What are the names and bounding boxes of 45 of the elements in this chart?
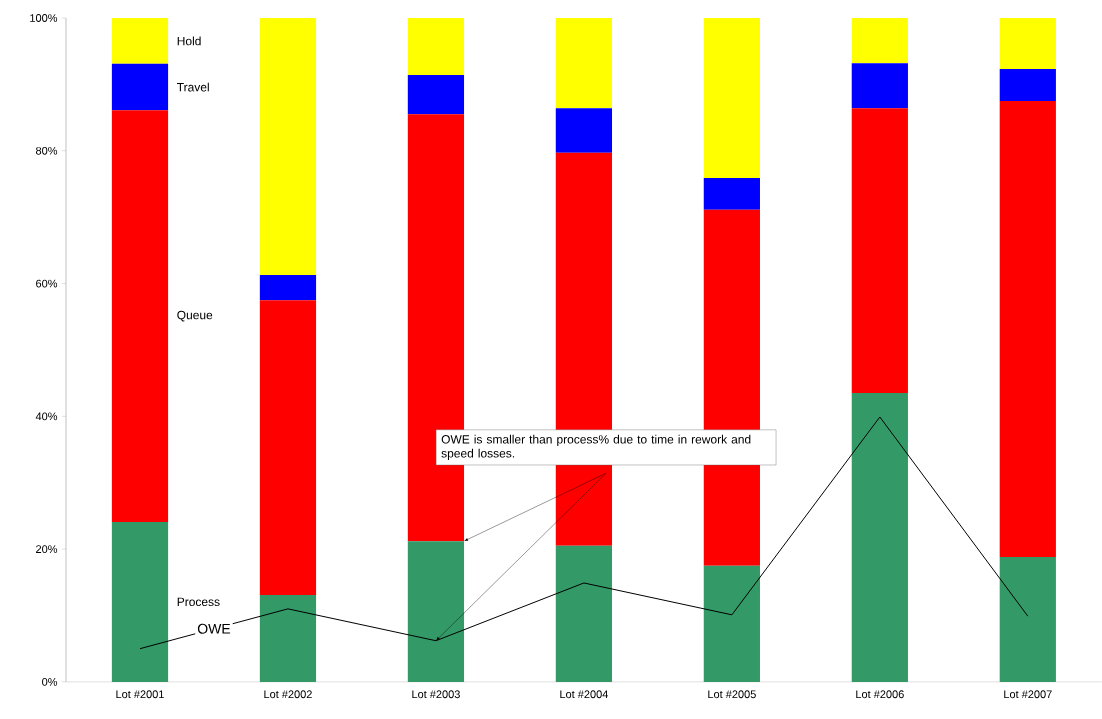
bar	[999, 101, 1056, 558]
bar	[111, 110, 169, 522]
y-tick-label: 80%	[35, 146, 58, 155]
y-tick-label: 40%	[35, 412, 58, 421]
bar	[259, 594, 317, 682]
bar	[407, 18, 465, 76]
y-tick-label: 60%	[36, 279, 58, 288]
series-label: Travel	[177, 82, 209, 92]
y-tick-label: 100%	[30, 14, 58, 22]
bar	[259, 300, 317, 595]
bar	[851, 108, 908, 394]
bar	[999, 18, 1056, 70]
x-tick-label: Lot #2004	[560, 690, 609, 699]
bar	[555, 108, 613, 153]
bar	[111, 63, 169, 111]
bar	[407, 75, 465, 115]
bar	[851, 63, 908, 109]
series-label: Process	[177, 597, 220, 607]
x-tick-label: Lot #2007	[1004, 690, 1052, 699]
y-tick-label: 0%	[42, 678, 58, 686]
bar	[259, 18, 317, 275]
x-tick-label: Lot #2005	[708, 690, 756, 699]
bar	[555, 545, 613, 682]
line-series	[139, 416, 1029, 650]
bar	[851, 393, 908, 682]
bar	[703, 565, 760, 682]
bar	[703, 178, 760, 210]
series-label: Queue	[177, 310, 213, 322]
series-label: Hold	[177, 36, 201, 46]
bar	[999, 69, 1056, 102]
bar	[999, 557, 1056, 682]
bar	[111, 18, 169, 64]
bar	[407, 541, 465, 682]
annotation: OWE is smaller than process% due to time in rework and speed losses.	[441, 434, 751, 461]
y-tick-label: 20%	[36, 545, 58, 554]
x-tick-label: Lot #2006	[856, 690, 904, 699]
bar	[259, 274, 317, 301]
x-tick-label: Lot #2002	[264, 690, 312, 699]
series-label: OWE	[197, 623, 231, 634]
x-tick-label: Lot #2003	[412, 690, 460, 699]
bar	[111, 521, 169, 682]
x-tick-label: Lot #2001	[116, 690, 164, 699]
bar	[851, 18, 908, 64]
bar	[703, 18, 760, 179]
bar	[555, 18, 613, 109]
